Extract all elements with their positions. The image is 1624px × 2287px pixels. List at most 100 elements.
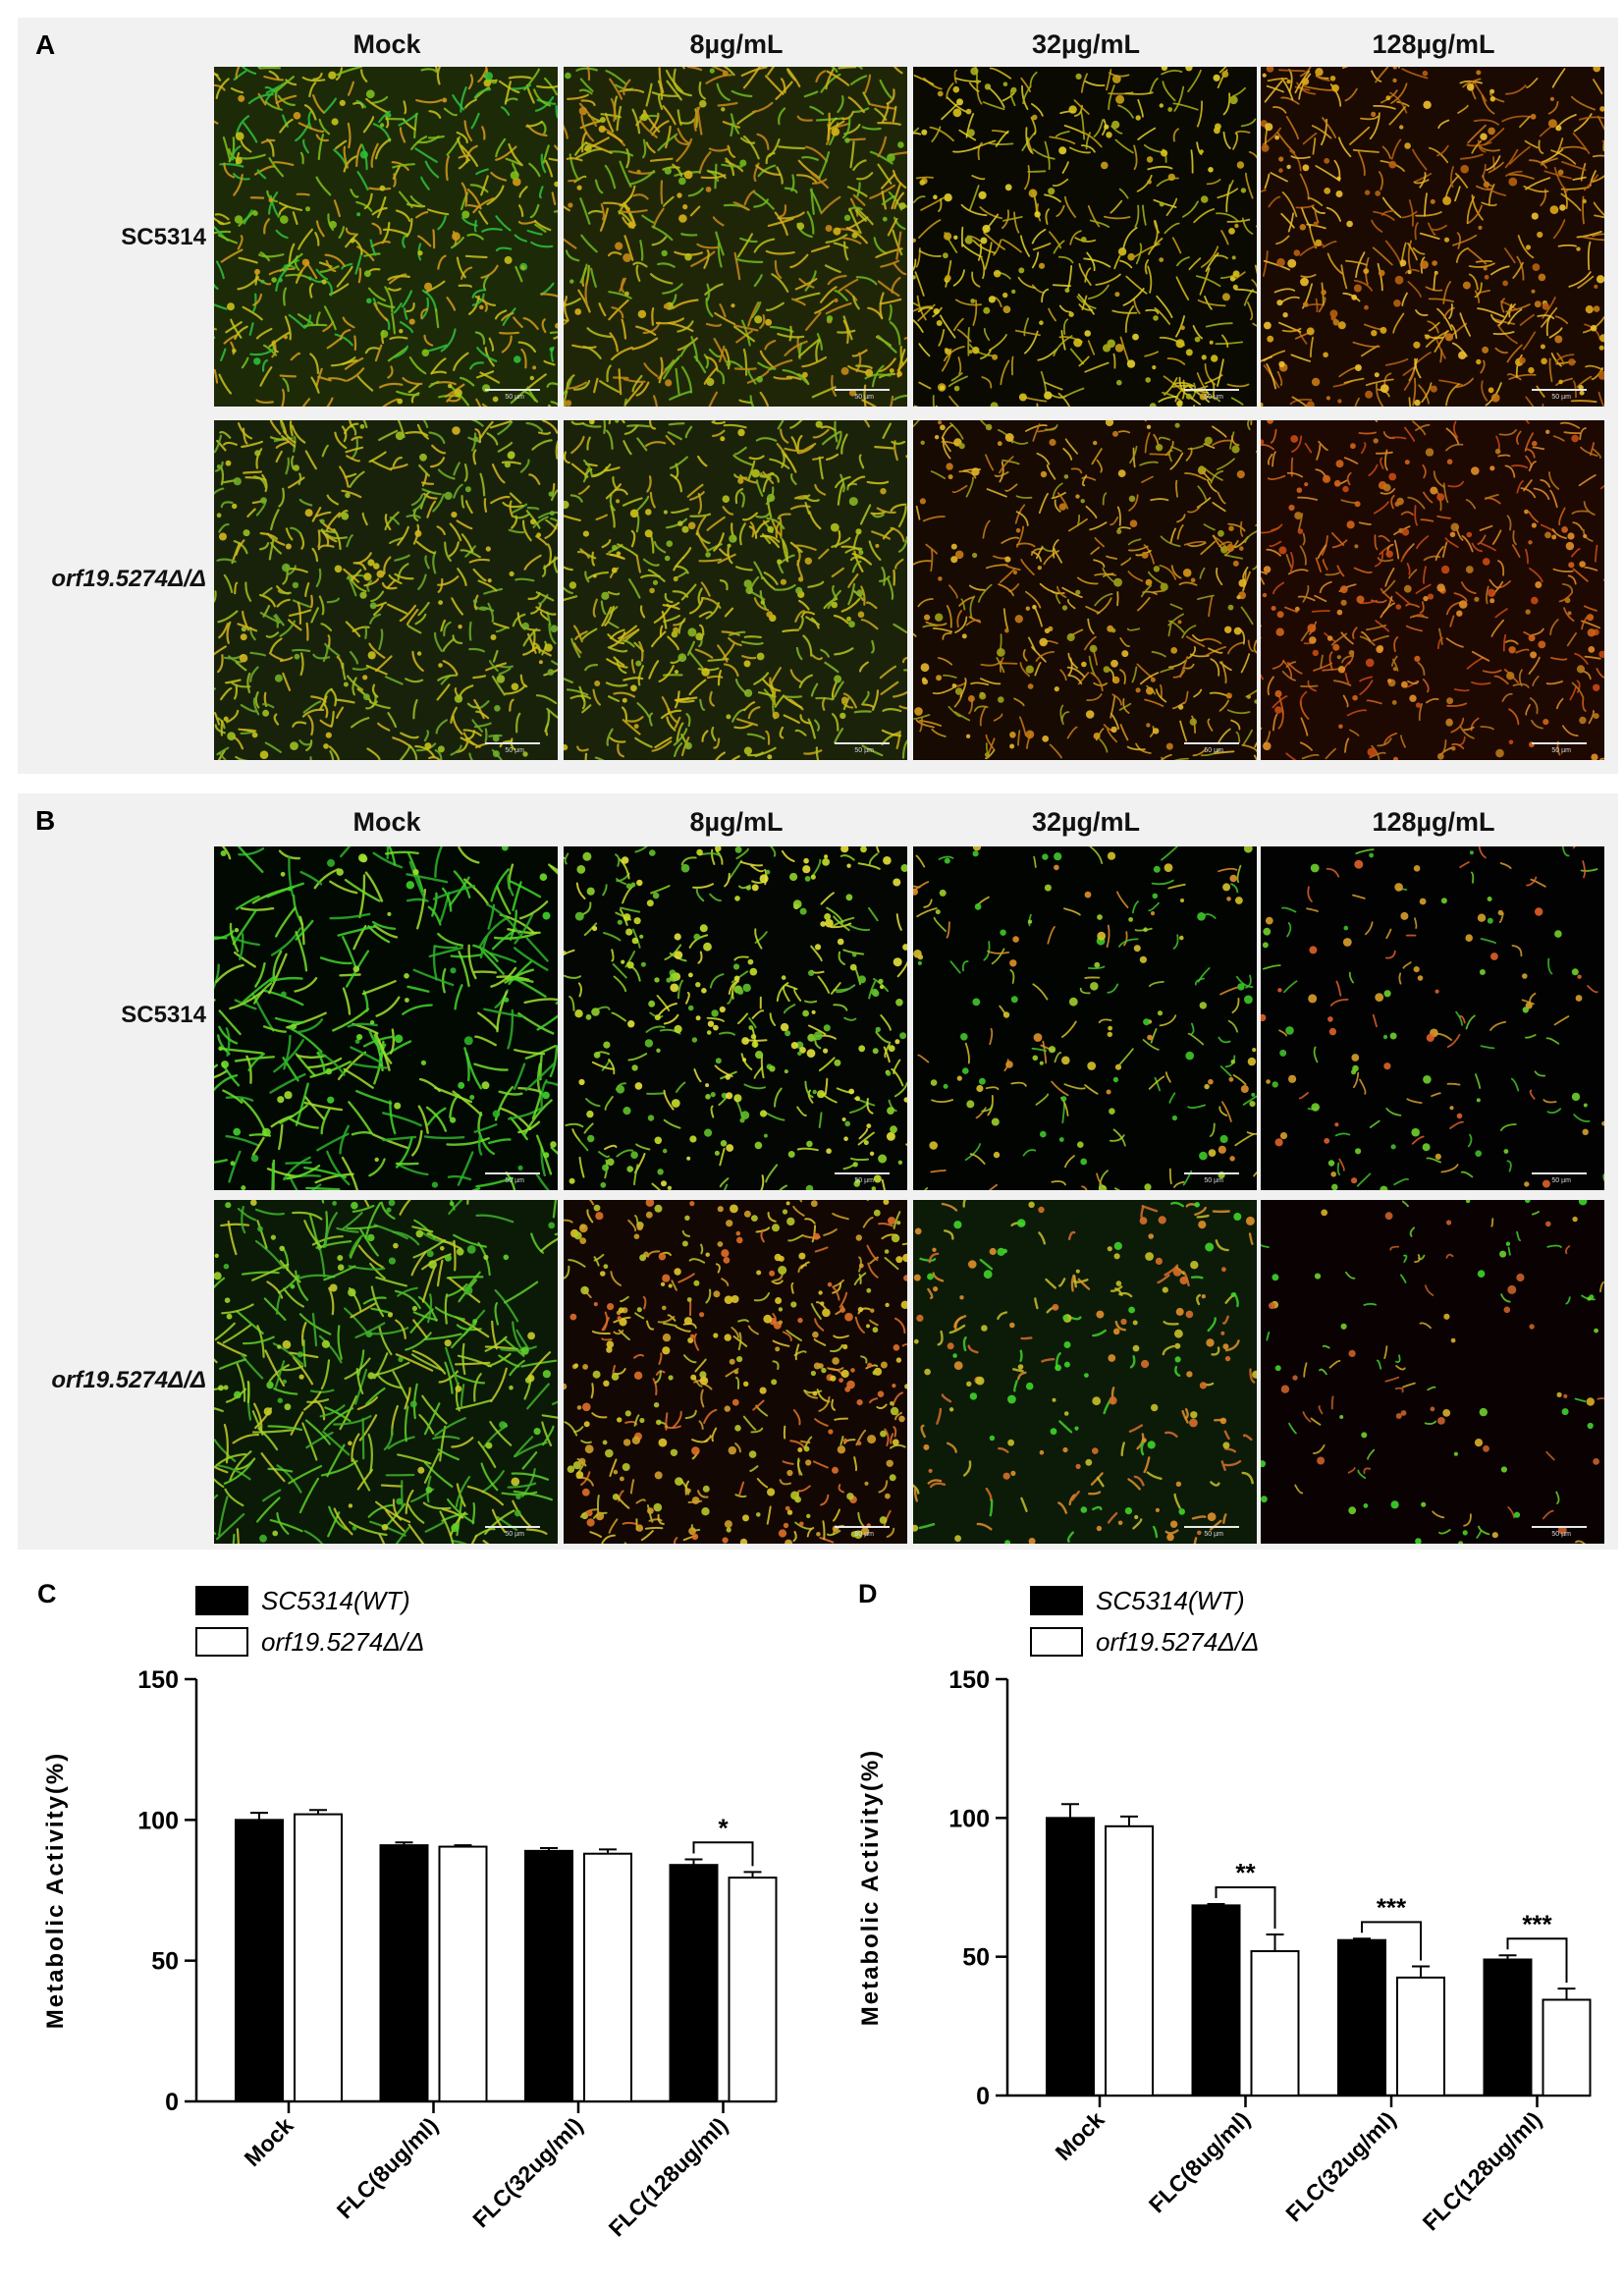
bar	[1483, 1958, 1533, 2097]
x-tick-label: FLC(8ug/ml)	[332, 2112, 443, 2223]
panel-b-col-128: 128µg/mL	[1372, 807, 1495, 837]
bar	[1250, 1950, 1300, 2096]
scale-bar-label: 50 µm	[854, 1531, 874, 1538]
bar	[438, 1845, 488, 2102]
significance-label: **	[1235, 1858, 1256, 1887]
scale-bar-label: 50 µm	[505, 747, 524, 754]
micrograph: 50 µm	[913, 846, 1257, 1190]
micrograph: 50 µm	[564, 67, 907, 407]
bar	[1337, 1938, 1386, 2096]
scale-bar-label: 50 µm	[1551, 1531, 1571, 1538]
micrograph: 50 µm	[913, 1200, 1257, 1544]
x-tick-label: FLC(8ug/ml)	[1144, 2106, 1255, 2217]
scale-bar-label: 50 µm	[1204, 394, 1223, 401]
panel-b-row-mutant: orf19.5274Δ/Δ	[51, 1367, 206, 1393]
chart-d: D SC5314(WT) orf19.5274Δ/Δ 0 50 100 150 Metabol…	[857, 1579, 1592, 2235]
scale-bar	[1184, 389, 1239, 391]
scale-bar-label: 50 µm	[505, 1531, 524, 1538]
legend-swatch	[195, 1586, 248, 1615]
significance-bracket	[1506, 1937, 1568, 1984]
scale-bar	[1532, 389, 1587, 391]
panel-a-row-mutant: orf19.5274Δ/Δ	[51, 566, 206, 592]
panel-b-col-32: 32µg/mL	[1031, 807, 1141, 837]
bar	[1542, 1998, 1592, 2097]
x-tick-label: FLC(32ug/ml)	[467, 2112, 587, 2232]
panel-a-row-sc5314: SC5314	[121, 224, 206, 250]
scale-bar	[1532, 742, 1587, 744]
panel-a-col-mock: Mock	[352, 29, 421, 59]
y-tick-label: 100	[948, 1805, 990, 1832]
bar	[294, 1813, 343, 2102]
y-tick-label: 50	[151, 1948, 179, 1976]
y-tick-label: 0	[976, 2083, 990, 2110]
micrograph: 50 µm	[1261, 1200, 1604, 1544]
x-tick-label: Mock	[1051, 2106, 1110, 2165]
x-tick-label: Mock	[240, 2112, 298, 2171]
micrograph: 50 µm	[564, 420, 907, 760]
bar	[379, 1844, 429, 2102]
scale-bar-label: 50 µm	[1204, 747, 1223, 754]
scale-bar	[485, 1526, 540, 1528]
scale-bar	[485, 1172, 540, 1174]
scale-bar	[485, 389, 540, 391]
significance-bracket	[1361, 1921, 1422, 1961]
scale-bar	[835, 1172, 890, 1174]
scale-bar	[1532, 1172, 1587, 1174]
legend-label: SC5314(WT)	[1096, 1586, 1245, 1615]
micrograph: 50 µm	[214, 67, 558, 407]
y-axis-label: Metabolic Activity(%)	[857, 1749, 884, 2026]
bar	[728, 1877, 778, 2102]
bar	[1191, 1904, 1241, 2096]
legend-label: orf19.5274Δ/Δ	[1096, 1627, 1259, 1657]
scale-bar	[1532, 1526, 1587, 1528]
panel-letter: C	[37, 1579, 57, 1608]
panel-b-letter: B	[35, 805, 56, 836]
scale-bar	[835, 389, 890, 391]
scale-bar	[485, 742, 540, 744]
significance-bracket	[692, 1841, 754, 1867]
panel-b-row-sc5314: SC5314	[121, 1002, 206, 1028]
significance-label: ***	[1522, 1909, 1552, 1938]
scale-bar	[835, 1526, 890, 1528]
panel-a-col-8: 8µg/mL	[689, 29, 784, 59]
y-tick-label: 150	[137, 1666, 179, 1694]
legend-swatch	[1030, 1586, 1083, 1615]
legend-label: SC5314(WT)	[261, 1586, 410, 1615]
micrograph: 50 µm	[1261, 67, 1604, 407]
x-tick-label: FLC(32ug/ml)	[1280, 2106, 1400, 2226]
chart-c: C SC5314(WT) orf19.5274Δ/Δ 0 50 100 150 Metabol…	[37, 1579, 778, 2241]
micrograph: 50 µm	[564, 846, 907, 1190]
bar	[583, 1852, 632, 2102]
micrograph: 50 µm	[214, 420, 558, 760]
significance-bracket	[1215, 1886, 1276, 1930]
legend-label: orf19.5274Δ/Δ	[261, 1627, 424, 1657]
scale-bar-label: 50 µm	[1551, 1177, 1571, 1184]
x-tick-label: FLC(128ug/ml)	[1418, 2106, 1546, 2235]
y-tick-label: 50	[962, 1944, 990, 1972]
bar	[524, 1849, 573, 2102]
scale-bar	[1184, 1172, 1239, 1174]
legend-swatch	[195, 1627, 248, 1657]
y-tick-label: 0	[165, 2089, 179, 2116]
y-tick-label: 150	[948, 1666, 990, 1694]
scale-bar-label: 50 µm	[1551, 747, 1571, 754]
bar	[235, 1819, 284, 2102]
panel-a-col-128: 128µg/mL	[1372, 29, 1495, 59]
panel-letter: D	[858, 1579, 878, 1608]
scale-bar	[1184, 742, 1239, 744]
significance-label: *	[718, 1813, 729, 1842]
bar	[1396, 1976, 1445, 2096]
panel-a-letter: A	[35, 29, 56, 60]
micrograph: 50 µm	[564, 1200, 907, 1544]
scale-bar-label: 50 µm	[505, 394, 524, 401]
scale-bar-label: 50 µm	[854, 747, 874, 754]
x-tick-label: FLC(128ug/ml)	[604, 2112, 732, 2241]
scale-bar-label: 50 µm	[854, 1177, 874, 1184]
panel-a-col-32: 32µg/mL	[1031, 29, 1141, 59]
scale-bar-label: 50 µm	[1204, 1531, 1223, 1538]
micrograph: 50 µm	[1261, 846, 1604, 1190]
bar	[1105, 1824, 1154, 2096]
y-tick-label: 100	[137, 1807, 179, 1834]
legend-swatch	[1030, 1627, 1083, 1657]
micrograph: 50 µm	[1261, 420, 1604, 760]
